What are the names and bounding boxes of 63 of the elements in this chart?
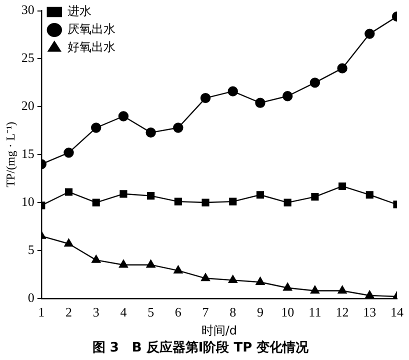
text: 图 3 B 反应器第Ⅰ阶段 TP 变化情况 xyxy=(92,340,310,356)
x-tick-label: 7 xyxy=(202,304,210,320)
point xyxy=(282,91,293,102)
x-tick-label: 12 xyxy=(336,304,349,320)
x-tick-label: 3 xyxy=(92,304,100,320)
point xyxy=(91,122,102,133)
x-tick-label: 1 xyxy=(38,304,45,320)
y-tick-label: 10 xyxy=(21,194,34,209)
legend-label: 好氧出水 xyxy=(67,40,116,54)
point xyxy=(255,98,266,108)
x-tick-label: 10 xyxy=(281,304,294,320)
point xyxy=(92,198,100,206)
point xyxy=(365,290,374,298)
point xyxy=(311,193,319,201)
y-tick-label: 20 xyxy=(21,98,34,114)
point xyxy=(92,254,101,263)
x-tick-label: 6 xyxy=(174,304,182,320)
point xyxy=(174,266,183,274)
point xyxy=(338,286,347,294)
x-tick-label: 11 xyxy=(308,304,322,320)
point xyxy=(256,191,264,199)
point xyxy=(118,260,128,268)
point xyxy=(310,78,320,88)
x-tick-label: 2 xyxy=(66,304,72,320)
legend-label: 厌氧出水 xyxy=(67,22,116,36)
point xyxy=(228,275,238,284)
point xyxy=(120,190,128,198)
x-tick-label: 8 xyxy=(230,304,236,320)
point xyxy=(337,63,348,74)
point xyxy=(64,238,74,247)
x-tick-label: 13 xyxy=(363,304,376,320)
y-tick-label: 25 xyxy=(21,50,34,66)
x-tick-label: 14 xyxy=(390,304,404,320)
point xyxy=(284,198,292,206)
point xyxy=(256,277,265,285)
legend-label: 进水 xyxy=(67,4,92,18)
point xyxy=(201,273,210,282)
point xyxy=(64,188,73,196)
point xyxy=(310,286,320,294)
point xyxy=(146,260,156,268)
point xyxy=(229,198,237,206)
point xyxy=(364,28,375,39)
point xyxy=(146,127,156,138)
y-tick-label: 30 xyxy=(21,2,34,18)
x-tick-label: 4 xyxy=(120,304,128,320)
point xyxy=(338,182,346,190)
point xyxy=(174,198,182,206)
y-tick-label: 15 xyxy=(21,146,34,162)
point xyxy=(173,122,184,133)
x-tick-label: 5 xyxy=(148,304,154,320)
point xyxy=(147,192,155,200)
point xyxy=(228,86,238,96)
point xyxy=(366,191,374,199)
y-tick-label: 0 xyxy=(28,290,34,305)
point xyxy=(118,111,129,122)
point xyxy=(283,282,292,291)
y-tick-label: 5 xyxy=(28,242,34,257)
point xyxy=(64,148,74,158)
y-axis-title: TP/(mg · L⁻¹) xyxy=(3,122,18,188)
point xyxy=(200,92,211,104)
point xyxy=(202,198,210,206)
x-axis-title: 时间/d xyxy=(201,323,238,338)
x-tick-label: 9 xyxy=(256,304,264,320)
